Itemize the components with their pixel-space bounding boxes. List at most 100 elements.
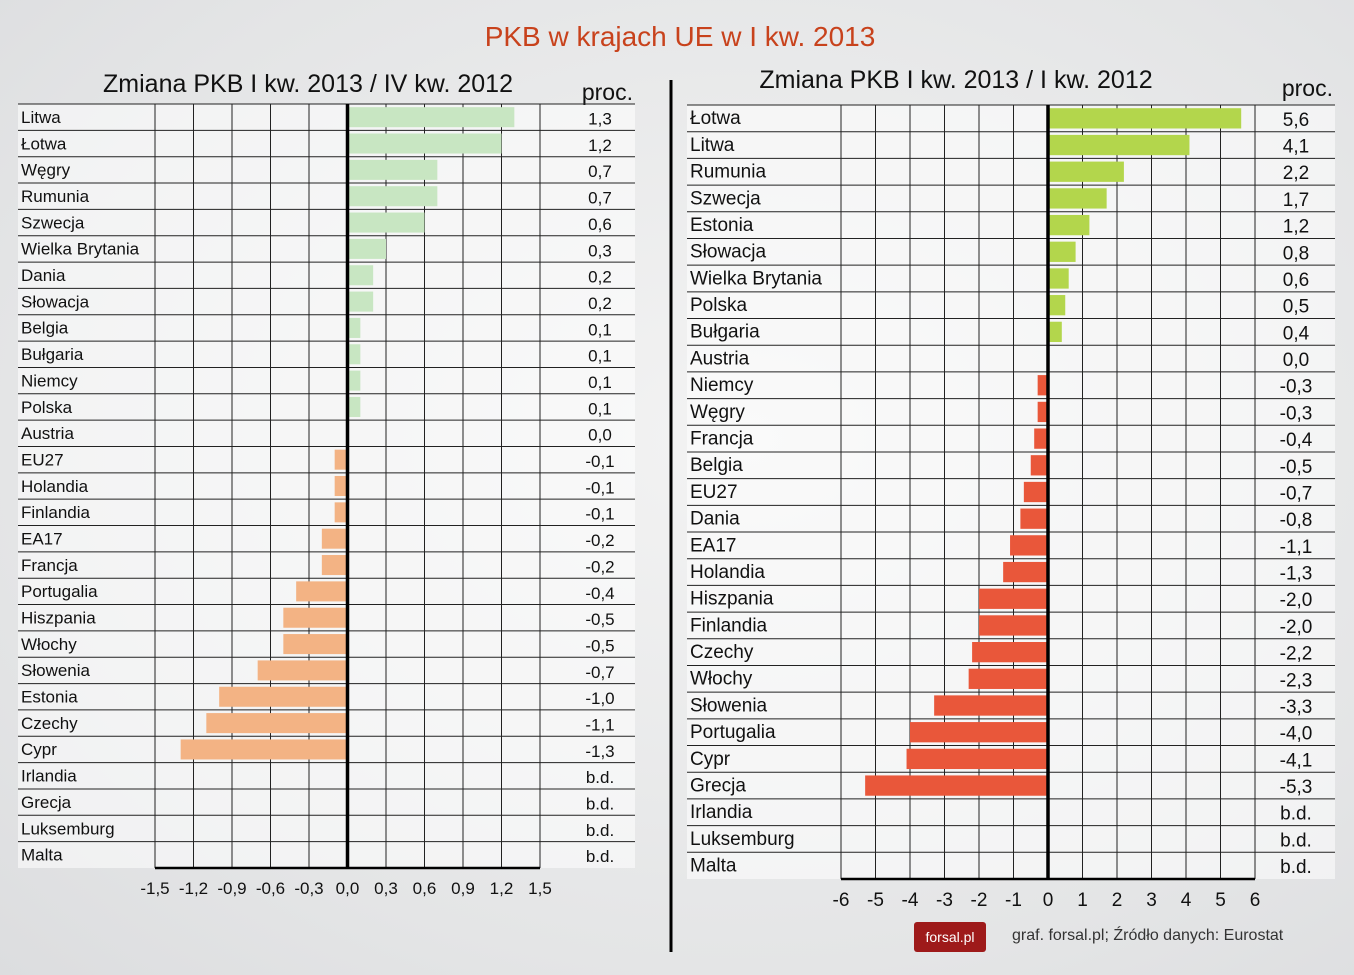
value-header: proc. [1282, 75, 1333, 101]
category-label: Włochy [690, 669, 753, 690]
bar [1003, 561, 1048, 583]
value-label: 2,2 [1283, 163, 1309, 184]
category-label: Węgry [21, 161, 71, 180]
category-label: Belgia [21, 319, 69, 338]
value-label: 0,4 [1283, 323, 1310, 344]
x-tick-label: 5 [1215, 890, 1226, 911]
category-label: Belgia [690, 455, 743, 476]
category-label: Malta [690, 856, 737, 877]
category-label: Słowacja [21, 292, 90, 311]
category-label: Wielka Brytania [21, 240, 140, 259]
bar [979, 615, 1048, 636]
value-label: 1,2 [1283, 217, 1309, 238]
category-label: Czechy [690, 642, 754, 663]
category-label: Niemcy [690, 375, 754, 396]
x-tick-label: 2 [1112, 890, 1123, 911]
value-label: -0,4 [585, 584, 614, 603]
value-label: 4,1 [1283, 137, 1309, 158]
value-label: -0,2 [585, 557, 614, 576]
category-label: Dania [690, 509, 740, 530]
bar [1048, 188, 1107, 209]
bar [1037, 401, 1048, 423]
category-label: Portugalia [690, 722, 776, 743]
category-label: Słowacja [690, 242, 766, 263]
bar [906, 748, 1048, 770]
bar [1010, 535, 1048, 556]
x-tick-label: 0,6 [413, 879, 437, 898]
source-note: graf. forsal.pl; Źródło danych: Eurostat [1012, 925, 1284, 944]
category-label: Finlandia [690, 615, 768, 636]
x-tick-label: -4 [902, 890, 919, 911]
category-label: Estonia [21, 688, 78, 707]
category-label: Holandia [21, 477, 89, 496]
value-label: 0,5 [1283, 297, 1309, 318]
bar [347, 265, 374, 286]
bar [968, 668, 1048, 689]
category-label: Łotwa [21, 134, 67, 153]
value-label: -0,3 [1280, 403, 1313, 424]
category-label: Szwecja [690, 188, 761, 209]
category-label: Słowenia [690, 695, 768, 716]
value-label: -0,7 [585, 663, 614, 682]
x-tick-label: -3 [936, 890, 953, 911]
bar [1023, 481, 1048, 503]
category-label: Hiszpania [21, 609, 96, 628]
bar [1048, 161, 1124, 182]
category-label: Grecja [690, 775, 746, 796]
value-label: -0,1 [585, 505, 614, 524]
x-tick-label: -6 [833, 890, 850, 911]
value-label: b.d. [586, 847, 614, 866]
bar [1048, 108, 1242, 129]
x-tick-label: 3 [1146, 890, 1157, 911]
value-label: 0,1 [588, 399, 612, 418]
category-label: Irlandia [690, 802, 753, 823]
value-label: -2,3 [1280, 670, 1313, 691]
category-label: Austria [690, 348, 750, 369]
category-label: Szwecja [21, 213, 85, 232]
x-tick-label: -1,2 [179, 879, 208, 898]
value-label: 0,7 [588, 162, 612, 181]
value-label: 1,7 [1283, 190, 1309, 211]
bar [347, 133, 502, 154]
value-label: -0,4 [1280, 430, 1313, 451]
value-label: -2,2 [1280, 644, 1313, 665]
bar [347, 186, 438, 207]
value-label: b.d. [586, 821, 614, 840]
value-label: -0,7 [1280, 483, 1313, 504]
category-label: Malta [21, 846, 63, 865]
value-label: -0,8 [1280, 510, 1313, 531]
value-label: -1,0 [585, 689, 614, 708]
category-label: Wielka Brytania [690, 268, 822, 289]
category-label: Bułgaria [21, 345, 84, 364]
category-label: Litwa [690, 135, 735, 156]
category-label: EA17 [690, 535, 736, 556]
bar [1048, 214, 1090, 236]
category-label: Francja [21, 556, 78, 575]
bar [347, 317, 361, 338]
value-label: -4,1 [1280, 750, 1313, 771]
bar [334, 502, 348, 523]
value-label: -0,1 [585, 452, 614, 471]
value-label: -0,5 [585, 636, 614, 655]
category-label: Rumunia [690, 162, 766, 183]
bar [865, 775, 1048, 796]
x-tick-label: -1,5 [140, 879, 169, 898]
left-chart: Zmiana PKB I kw. 2013 / IV kw. 2012 proc.… [18, 70, 635, 898]
bar [321, 555, 348, 576]
value-label: -0,2 [585, 531, 614, 550]
chart-title: Zmiana PKB I kw. 2013 / IV kw. 2012 [103, 70, 513, 98]
value-label: 5,6 [1283, 110, 1309, 131]
x-tick-label: 0 [1043, 890, 1054, 911]
bar [1034, 428, 1048, 449]
bar [347, 396, 361, 417]
x-tick-label: 6 [1250, 890, 1261, 911]
value-label: -1,3 [585, 742, 614, 761]
category-label: Łotwa [690, 108, 741, 129]
category-label: Niemcy [21, 371, 78, 390]
category-label: Luksemburg [21, 819, 115, 838]
category-label: Estonia [690, 215, 754, 236]
logo: forsal.pl [914, 922, 986, 952]
bar [206, 713, 348, 734]
value-label: 0,1 [588, 347, 612, 366]
bar [347, 370, 361, 391]
